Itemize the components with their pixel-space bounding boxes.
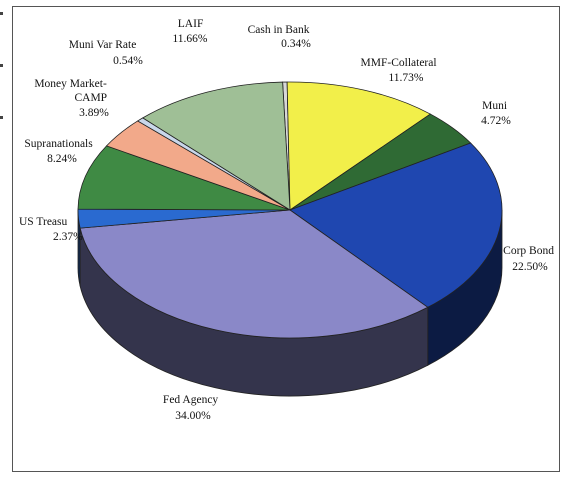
label-fed-agency: Fed Agency 34.00% <box>163 394 221 422</box>
slice-mmf-collateral <box>286 81 432 211</box>
label-supranationals: Supranationals 8.24% <box>24 138 95 165</box>
label-money-market-camp: Money Market- CAMP 3.89% <box>34 78 109 119</box>
scan-mark <box>0 64 3 67</box>
pie-labels: Cash in Bank 0.34% LAIF 11.66% Muni Var … <box>19 18 557 422</box>
scan-mark <box>0 116 3 119</box>
label-us-treasury: US Treasu 2.37% <box>19 216 83 243</box>
slice-corp-bond <box>289 142 503 308</box>
label-corp-bond: Corp Bond 22.50% <box>503 245 557 273</box>
slice-laif <box>142 81 291 211</box>
label-cash-in-bank: Cash in Bank 0.34% <box>248 24 313 50</box>
label-mmf-collateral: MMF-Collateral 11.73% <box>361 57 440 84</box>
pie-slices <box>77 81 503 339</box>
scan-mark <box>0 12 3 15</box>
slice-supranationals <box>77 145 291 211</box>
label-muni-var-rate: Muni Var Rate 0.54% <box>69 39 143 67</box>
slice-fed-agency <box>79 209 429 339</box>
label-muni: Muni 4.72% <box>481 100 511 127</box>
label-laif: LAIF 11.66% <box>172 18 207 45</box>
